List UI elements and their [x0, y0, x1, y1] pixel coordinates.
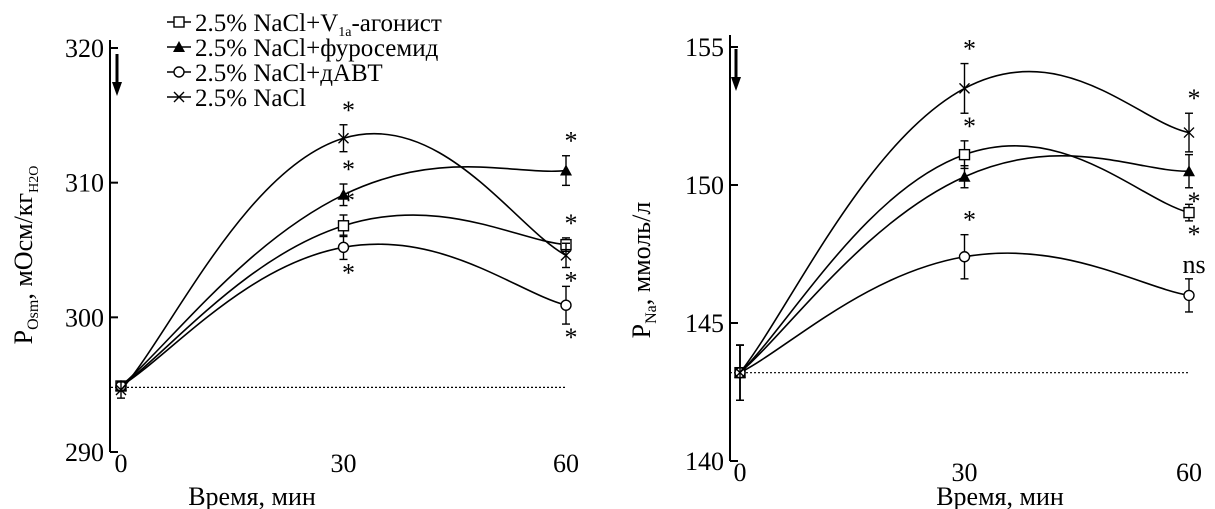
- left-y-axis-label: POsm, мОсм/кгH2O: [9, 166, 42, 345]
- circle-marker: [1183, 289, 1195, 302]
- series: **: [734, 35, 1201, 401]
- circle-marker: [337, 241, 350, 254]
- triangle-marker: [560, 164, 572, 176]
- legend-item-furosemide: 2.5% NaCl+фуросемид: [167, 35, 439, 62]
- x-tick-label: 60: [1176, 458, 1202, 487]
- cross-marker: [115, 384, 127, 396]
- right-x-axis-label: Время, мин: [936, 482, 1064, 509]
- significance-label: *: [342, 96, 355, 125]
- x-tick-label: 0: [115, 449, 128, 478]
- circle-marker: [958, 251, 971, 263]
- cross-marker: [1183, 127, 1195, 139]
- y-tick-label: 140: [685, 447, 724, 476]
- triangle-marker: [958, 170, 971, 182]
- square-marker: [337, 220, 350, 232]
- y-tick-label: 155: [685, 33, 724, 62]
- significance-label: *: [1188, 187, 1201, 216]
- y-tick-label: 290: [65, 438, 104, 467]
- series: **: [115, 96, 578, 399]
- triangle-marker-icon: [173, 41, 185, 52]
- cross-marker: [959, 82, 970, 94]
- right-y-axis-label: PNa, ммоль/л: [627, 202, 660, 339]
- arrow-head-icon: [731, 77, 741, 91]
- square-marker-icon: [173, 16, 185, 28]
- legend: 2.5% NaCl+V1a-агонист 2.5% NaCl+фуросеми…: [167, 10, 442, 112]
- x-tick-label: 30: [952, 458, 978, 487]
- square-marker: [958, 148, 971, 161]
- significance-label: *: [342, 155, 355, 184]
- significance-label: *: [565, 267, 578, 296]
- y-tick-label: 150: [685, 171, 724, 200]
- x-tick-label: 30: [331, 449, 357, 478]
- series: **: [115, 234, 578, 392]
- significance-label: *: [565, 127, 578, 156]
- significance-label: *: [565, 323, 578, 352]
- square-marker: [1183, 206, 1195, 219]
- arrow-head-icon: [112, 82, 122, 96]
- triangle-marker: [1183, 165, 1195, 177]
- x-tick-label: 0: [734, 458, 747, 487]
- legend-label-v1a-suffix: -агонист: [351, 10, 441, 37]
- significance-label: *: [963, 35, 976, 64]
- legend-item-v1a-agonist: 2.5% NaCl+V1a-агонист: [167, 10, 442, 40]
- significance-label: *: [963, 206, 976, 235]
- series: *ns: [734, 206, 1206, 401]
- legend-label-nacl: 2.5% NaCl: [195, 85, 306, 112]
- series: **: [115, 186, 578, 392]
- legend-label-furosemide: 2.5% NaCl+фуросемид: [195, 35, 439, 62]
- significance-label: *: [1188, 84, 1201, 113]
- significance-label: *: [342, 258, 355, 287]
- series-line: [739, 70, 1190, 374]
- y-tick-label: 310: [65, 169, 104, 198]
- legend-label-v1a: 2.5% NaCl+V: [195, 10, 338, 37]
- y-tick-label: 145: [685, 309, 724, 338]
- svg-text:2.5% NaCl+V1a-агонист: 2.5% NaCl+V1a-агонист: [195, 10, 442, 40]
- triangle-marker: [337, 188, 350, 200]
- legend-item-nacl: 2.5% NaCl: [167, 85, 306, 112]
- significance-label: *: [1188, 220, 1201, 249]
- cross-marker: [560, 249, 572, 261]
- circle-marker: [560, 299, 572, 311]
- legend-label-davt: 2.5% NaCl+дАВТ: [195, 60, 383, 87]
- legend-label-v1a-sub: 1a: [338, 25, 352, 40]
- significance-label: *: [963, 112, 976, 141]
- cross-marker-icon: [173, 91, 185, 103]
- y-tick-label: 320: [65, 34, 104, 63]
- circle-marker-icon: [173, 66, 185, 78]
- significance-label: *: [565, 209, 578, 238]
- left-x-axis-label: Время, мин: [188, 482, 316, 509]
- y-tick-label: 300: [65, 303, 104, 332]
- cross-marker: [338, 132, 349, 144]
- cross-marker: [734, 367, 746, 379]
- legend-item-davt: 2.5% NaCl+дАВТ: [167, 60, 383, 87]
- x-tick-label: 60: [553, 449, 579, 478]
- significance-label: ns: [1182, 250, 1205, 279]
